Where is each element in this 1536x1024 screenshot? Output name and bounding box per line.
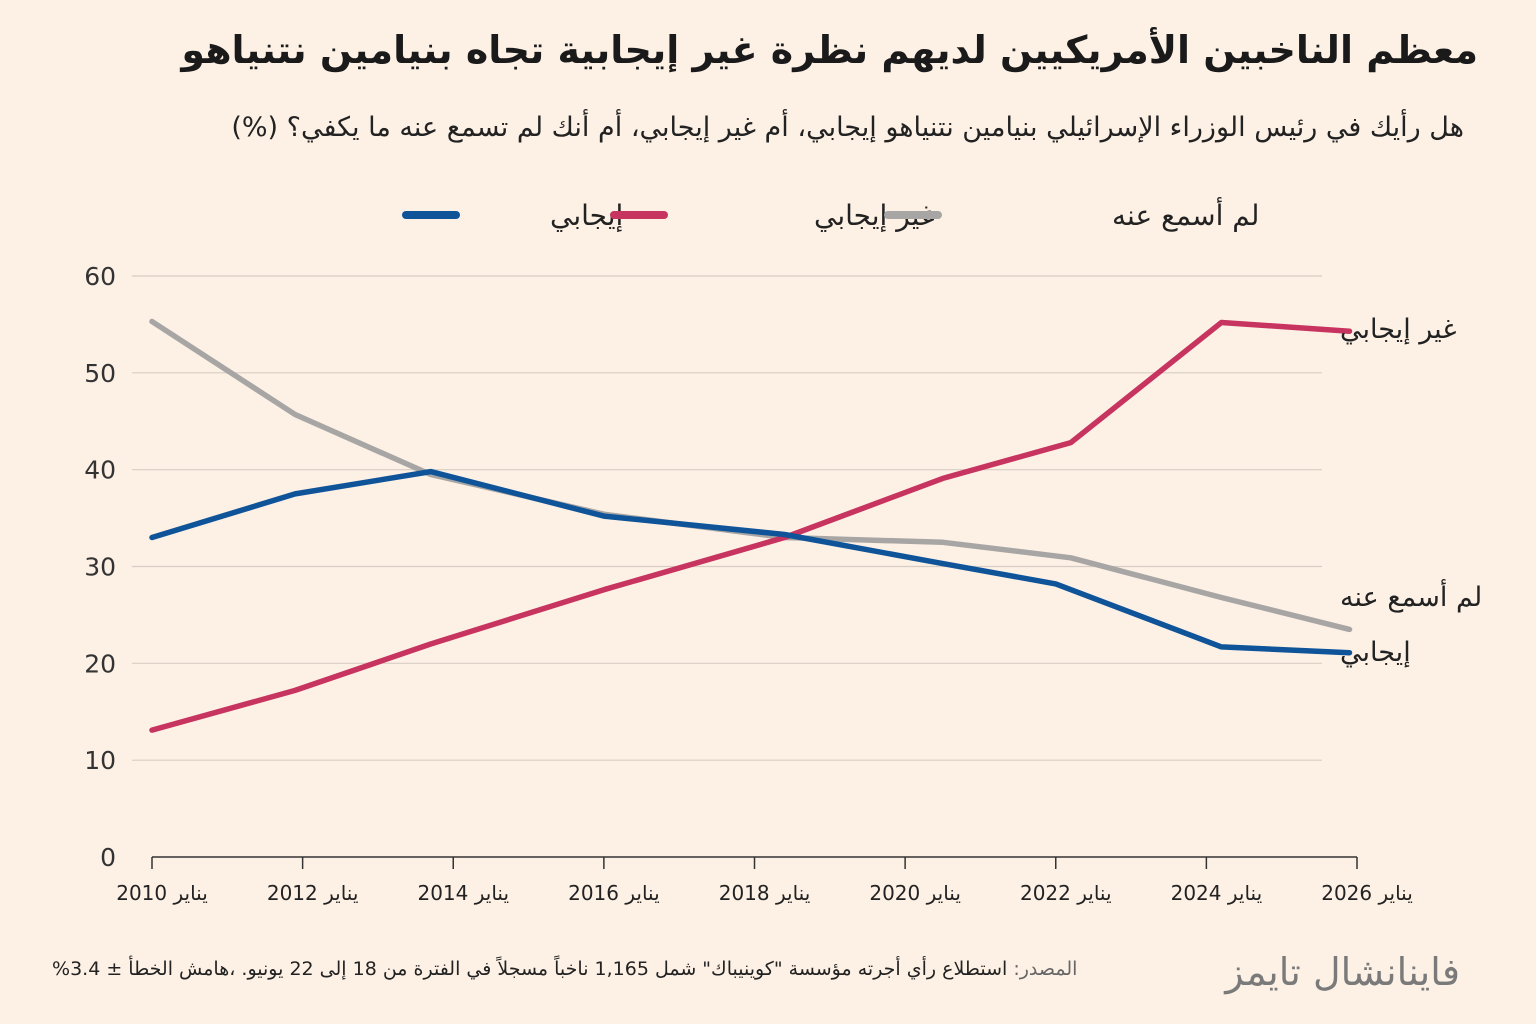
y-axis: 0 10 20 30 40 50 60 [84,262,116,872]
source-note: المصدر: استطلاع رأي أجرته مؤسسة "كوينيبا… [52,958,1077,980]
legend-label-2: لم أسمع عنه [1112,196,1259,232]
source-text: استطلاع رأي أجرته مؤسسة "كوينيباك" شمل 1… [52,958,1008,980]
x-tick-label: يناير 2024 [1171,881,1263,905]
x-tick-label: يناير 2014 [417,881,509,905]
gridlines [132,275,1322,761]
x-tick-label: يناير 2016 [568,881,660,905]
chart-title: معظم الناخبين الأمريكيين لديهم نظرة غير … [181,28,1478,72]
x-tick-label: يناير 2018 [719,881,811,905]
end-labels: غير إيجابي لم أسمع عنه إيجابي [1340,314,1482,668]
x-tick-label: يناير 2012 [267,881,359,905]
x-axis: يناير 2010 يناير 2012 يناير 2014 يناير 2016… [116,856,1413,905]
end-label-1: لم أسمع عنه [1340,578,1482,613]
y-tick-label: 60 [84,262,116,291]
y-tick-label: 30 [84,553,116,582]
series-line-0 [149,468,1353,656]
legend: إيجابي غير إيجابي لم أسمع عنه [402,196,1259,232]
line-chart: إيجابي غير إيجابي لم أسمع عنه 010203040506… [84,196,1482,905]
y-tick-label: 50 [84,359,116,388]
series-line-2 [149,318,1353,633]
source-label: المصدر: [1013,958,1078,980]
y-tick-label: 10 [84,746,116,775]
end-label-2: إيجابي [1340,637,1411,668]
brand-logo-text: فاينانشال تايمز [1225,950,1460,994]
chart-subtitle: هل رأيك في رئيس الوزراء الإسرائيلي بنيام… [231,112,1464,143]
x-tick-label: يناير 2010 [116,881,208,905]
y-tick-label: 40 [84,456,116,485]
series-lines [149,318,1353,733]
y-tick-label: 20 [84,649,116,678]
x-tick-label: يناير 2026 [1321,881,1413,905]
series-line-1 [149,319,1353,733]
y-tick-label: 0 [100,843,116,872]
x-tick-label: يناير 2020 [869,881,961,905]
x-tick-label: يناير 2022 [1020,881,1112,905]
end-label-0: غير إيجابي [1340,314,1456,345]
